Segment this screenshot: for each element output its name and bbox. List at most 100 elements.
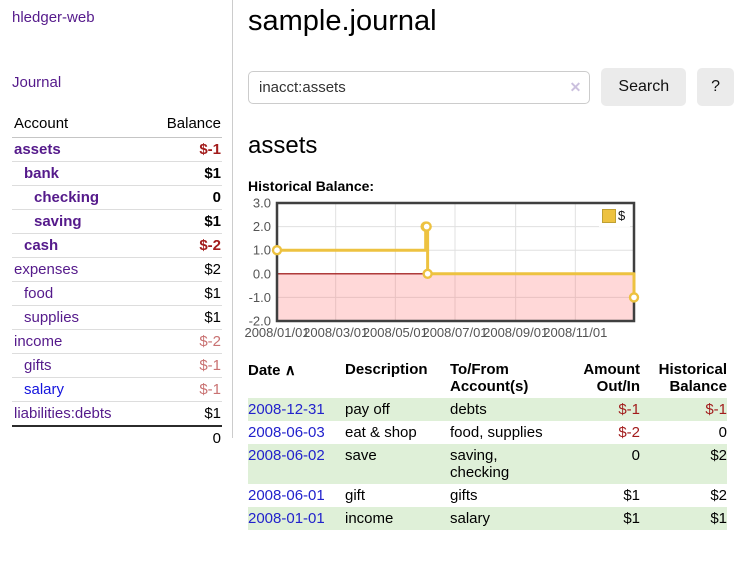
register-date-cell: 2008-06-03 (248, 421, 345, 444)
y-axis-tick-label: -2.0 (249, 314, 271, 329)
search-input[interactable] (248, 70, 591, 104)
historical-balance-value: 0 (718, 424, 727, 441)
account-name-cell: saving (12, 209, 146, 234)
register-amount-cell: $1 (562, 484, 640, 507)
account-row: gifts $-1 (12, 353, 222, 378)
register-row: 2008-06-01 gift gifts $1 $2 (248, 484, 727, 507)
register-description-cell: save (345, 444, 450, 484)
account-row: expenses $2 (12, 257, 222, 282)
y-axis-tick-label: 0.0 (253, 266, 271, 281)
account-link[interactable]: food (24, 285, 54, 302)
accounts-table: Account Balance assets $-1 bank $1 checking 0… (12, 112, 222, 450)
account-link[interactable]: liabilities:debts (14, 405, 112, 422)
legend-label: $ (618, 208, 626, 223)
account-row: salary $-1 (12, 377, 222, 402)
account-link[interactable]: bank (24, 165, 60, 182)
register-col-date-label: Date (248, 362, 281, 379)
plot-border (275, 201, 636, 323)
balance-value: $1 (204, 309, 221, 326)
data-point-marker (421, 221, 432, 232)
account-name-cell: checking (12, 185, 146, 210)
register-date-cell: 2008-12-31 (248, 398, 345, 421)
amount-value: $-2 (618, 424, 640, 441)
account-link[interactable]: cash (24, 237, 59, 254)
account-name-cell: supplies (12, 305, 146, 330)
register-amount-cell: 0 (562, 444, 640, 484)
transaction-date-link[interactable]: 2008-06-01 (248, 487, 325, 504)
transaction-date-link[interactable]: 2008-01-01 (248, 510, 325, 527)
register-accounts-cell: food, supplies (450, 424, 543, 441)
account-name-cell: expenses (12, 257, 146, 282)
chart-heading: Historical Balance: (248, 178, 375, 194)
account-link[interactable]: assets (14, 141, 61, 158)
search-button[interactable]: Search (601, 68, 687, 106)
transaction-date-link[interactable]: 2008-06-03 (248, 424, 325, 441)
account-name-cell: gifts (12, 353, 146, 378)
account-row: cash $-2 (12, 233, 222, 258)
account-link[interactable]: salary (24, 381, 65, 398)
register-row: 2008-06-03 eat & shop food, supplies $-2 0 (248, 421, 727, 444)
register-accounts-cell: saving, checking (450, 444, 562, 484)
register-balance-cell: $2 (640, 444, 727, 484)
register-accounts-cell: salary (450, 507, 562, 530)
historical-balance-chart[interactable]: $3.0 2.0 1.0 0.0 -1.0 -2.02008/01/012008/03/0… (244, 196, 668, 343)
x-axis-tick-label: 2008/09/01 (483, 325, 548, 340)
account-balance: $1 (145, 281, 222, 306)
account-link[interactable]: expenses (14, 261, 79, 278)
account-balance: $2 (145, 257, 222, 282)
historical-balance-value: $1 (710, 510, 727, 527)
register-row: 2008-06-02 save saving, checking 0 $2 (248, 444, 727, 484)
balance-value: $-2 (199, 237, 221, 254)
y-axis-tick-label: -1.0 (249, 290, 271, 305)
account-name-cell: cash (12, 233, 146, 258)
account-link[interactable]: income (14, 333, 63, 350)
account-link[interactable]: supplies (24, 309, 80, 326)
account-row: income $-2 (12, 329, 222, 354)
page-title: sample.journal (248, 5, 437, 37)
data-point-marker (628, 292, 640, 303)
main-content: sample.journal ✕ Search ? assets Histori… (244, 0, 734, 530)
account-link[interactable]: saving (34, 213, 82, 230)
register-col-balance: Historical Balance (658, 361, 727, 395)
account-link[interactable]: checking (34, 189, 100, 206)
accounts-total-value: 0 (145, 425, 222, 450)
sidebar-item-journal[interactable]: Journal (12, 74, 62, 91)
sidebar: hledger-web Journal Account Balance asse… (0, 0, 233, 450)
transaction-date-link[interactable]: 2008-12-31 (248, 401, 325, 418)
help-button[interactable]: ? (697, 68, 734, 106)
register-date-cell: 2008-06-02 (248, 444, 345, 484)
account-name-cell: liabilities:debts (12, 401, 146, 427)
register-balance-cell: $2 (640, 484, 727, 507)
account-row: assets $-1 (12, 137, 222, 162)
x-axis-tick-label: 2008/11/01 (543, 325, 607, 340)
register-description-cell: income (345, 507, 450, 530)
register-col-amount: Amount Out/In (583, 361, 640, 395)
register-date-cell: 2008-01-01 (248, 507, 345, 530)
account-link[interactable]: gifts (24, 357, 52, 374)
account-title: assets (248, 132, 318, 159)
clear-search-icon[interactable]: ✕ (569, 78, 582, 95)
transaction-date-link[interactable]: 2008-06-02 (248, 447, 325, 464)
account-balance: $-1 (145, 377, 222, 402)
y-axis-tick-label: 3.0 (253, 196, 271, 211)
balance-value: $1 (204, 405, 221, 422)
account-row: supplies $1 (12, 305, 222, 330)
x-axis-tick-label: 2008/01/01 (244, 325, 309, 340)
negative-region (277, 273, 634, 321)
register-col-accounts: To/From Account(s) (450, 361, 529, 395)
account-balance: $1 (145, 209, 222, 234)
balance-value: $-1 (199, 357, 221, 374)
register-balance-cell: $1 (640, 507, 727, 530)
register-col-date[interactable]: Date ∧ (248, 358, 345, 398)
register-row: 2008-01-01 income salary $1 $1 (248, 507, 727, 530)
register-amount-cell: $-1 (562, 398, 640, 421)
accounts-total-spacer (12, 425, 146, 450)
brand-link[interactable]: hledger-web (12, 9, 95, 26)
x-axis-tick-label: 2008/07/01 (422, 325, 487, 340)
account-balance: $-1 (145, 353, 222, 378)
amount-value: $-1 (618, 401, 640, 418)
y-axis-tick-label: 1.0 (253, 243, 271, 258)
balance-value: $1 (204, 285, 221, 302)
account-balance: $1 (145, 401, 222, 427)
register-balance-cell: $-1 (640, 398, 727, 421)
